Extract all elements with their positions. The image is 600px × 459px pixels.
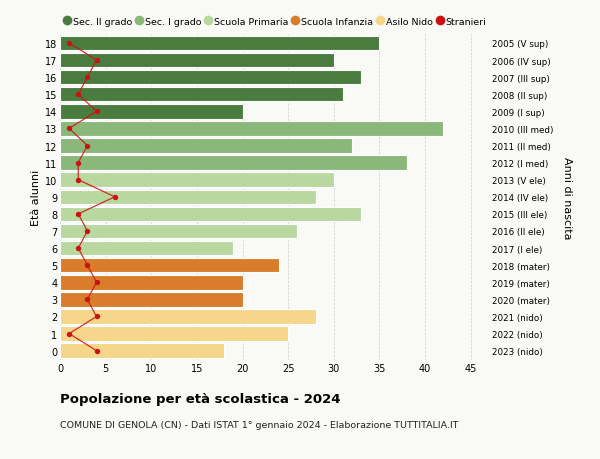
Point (92, 108, 101, 116)
Text: Popolazione per età scolastica - 2024: Popolazione per età scolastica - 2024 (60, 392, 341, 405)
Point (83, 142, 92, 150)
Bar (60, 207, 361, 222)
Point (83, 296, 92, 303)
Point (83, 262, 92, 269)
Bar (60, 54, 334, 68)
Point (73, 177, 83, 184)
Bar (60, 241, 233, 256)
Bar (60, 105, 242, 119)
Bar (60, 122, 443, 136)
Bar (60, 344, 224, 358)
Point (92, 347, 101, 355)
Bar (60, 224, 298, 239)
Bar (60, 190, 316, 205)
Point (110, 194, 119, 201)
Bar (60, 173, 334, 188)
Bar (60, 71, 361, 85)
Legend: Sec. II grado, Sec. I grado, Scuola Primaria, Scuola Infanzia, Asilo Nido, Stran: Sec. II grado, Sec. I grado, Scuola Prim… (65, 17, 486, 27)
Point (83, 228, 92, 235)
Bar (60, 258, 279, 273)
Point (64, 40, 74, 47)
Y-axis label: Età alunni: Età alunni (31, 169, 41, 225)
Point (73, 211, 83, 218)
Y-axis label: Anni di nascita: Anni di nascita (562, 156, 572, 239)
Text: COMUNE DI GENOLA (CN) - Dati ISTAT 1° gennaio 2024 - Elaborazione TUTTITALIA.IT: COMUNE DI GENOLA (CN) - Dati ISTAT 1° ge… (60, 420, 458, 429)
Point (92, 313, 101, 320)
Bar (60, 139, 352, 153)
Bar (60, 327, 288, 341)
Point (73, 245, 83, 252)
Point (92, 279, 101, 286)
Bar (60, 156, 407, 170)
Point (73, 91, 83, 99)
Point (64, 330, 74, 337)
Bar (60, 275, 242, 290)
Point (73, 160, 83, 167)
Point (83, 74, 92, 82)
Bar (60, 292, 242, 307)
Point (92, 57, 101, 65)
Point (64, 125, 74, 133)
Bar (60, 88, 343, 102)
Bar (60, 37, 379, 51)
Bar (60, 309, 316, 324)
